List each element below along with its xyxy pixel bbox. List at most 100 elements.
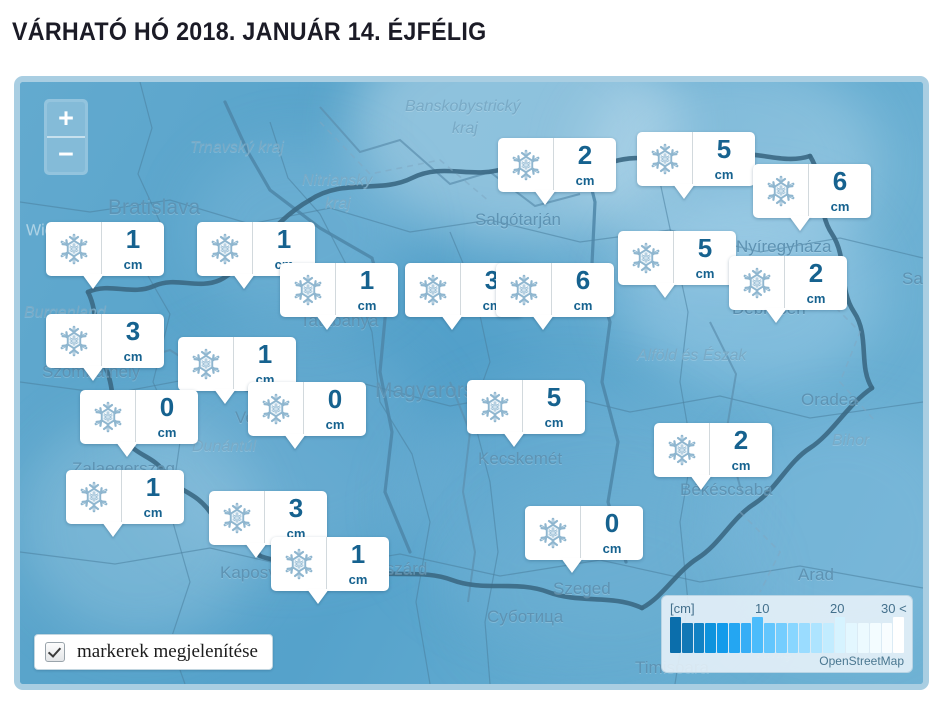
snow-depth-value: 1 bbox=[350, 539, 366, 569]
snow-depth-marker[interactable]: 1 cm bbox=[271, 537, 389, 604]
marker-pointer-tail bbox=[214, 389, 236, 404]
snow-depth-unit: cm bbox=[286, 526, 306, 541]
snow-depth-marker[interactable]: 6 cm bbox=[496, 263, 614, 330]
snowflake-icon bbox=[271, 537, 327, 591]
snow-depth-value-cell: 1 cm bbox=[102, 222, 164, 276]
legend-swatch bbox=[846, 623, 857, 653]
map-attribution[interactable]: OpenStreetMap bbox=[819, 654, 904, 668]
marker-pointer-tail bbox=[673, 184, 695, 199]
show-markers-toggle[interactable]: markerek megjelenítése bbox=[34, 634, 273, 670]
map-container[interactable]: Wien Bratislava Trnavský kraj Banskobystric… bbox=[14, 76, 929, 690]
snow-depth-unit: cm bbox=[123, 349, 143, 364]
snowflake-icon bbox=[280, 263, 336, 317]
snow-depth-value-cell: 0 cm bbox=[304, 382, 366, 436]
snow-depth-value-cell: 6 cm bbox=[552, 263, 614, 317]
legend-swatch bbox=[740, 623, 752, 653]
snow-depth-marker[interactable]: 0 cm bbox=[248, 382, 366, 449]
snow-depth-value-cell: 5 cm bbox=[523, 380, 585, 434]
snow-depth-value: 1 bbox=[276, 224, 292, 254]
snow-depth-unit: cm bbox=[357, 298, 377, 313]
legend-swatch bbox=[893, 617, 904, 653]
snow-depth-value: 5 bbox=[697, 233, 713, 263]
marker-pointer-tail bbox=[690, 475, 712, 490]
legend-swatch bbox=[822, 623, 834, 653]
snowflake-icon bbox=[248, 382, 304, 436]
snow-depth-value: 6 bbox=[575, 265, 591, 295]
snowflake-icon bbox=[66, 470, 122, 524]
legend-tick: 10 bbox=[755, 601, 770, 616]
legend-swatch bbox=[775, 623, 787, 653]
snow-depth-marker[interactable]: 2 cm bbox=[498, 138, 616, 205]
snow-depth-marker[interactable]: 5 cm bbox=[618, 231, 736, 298]
snow-depth-value: 3 bbox=[484, 265, 500, 295]
snow-depth-value: 5 bbox=[716, 134, 732, 164]
marker-pointer-tail bbox=[534, 190, 556, 205]
snowflake-icon bbox=[46, 222, 102, 276]
snowflake-icon bbox=[654, 423, 710, 477]
zoom-control[interactable]: + − bbox=[44, 99, 88, 175]
snowflake-icon bbox=[178, 337, 234, 391]
snow-depth-unit: cm bbox=[830, 199, 850, 214]
snowflake-icon bbox=[46, 314, 102, 368]
snow-depth-marker[interactable]: 2 cm bbox=[654, 423, 772, 490]
snow-depth-value-cell: 5 cm bbox=[693, 132, 755, 186]
snow-depth-marker[interactable]: 0 cm bbox=[525, 506, 643, 573]
snow-depth-marker[interactable]: 0 cm bbox=[80, 390, 198, 457]
snowflake-icon bbox=[753, 164, 809, 218]
marker-pointer-tail bbox=[82, 274, 104, 289]
legend-swatch bbox=[717, 623, 728, 653]
legend-swatch bbox=[869, 623, 881, 653]
snow-depth-unit: cm bbox=[348, 572, 368, 587]
snow-depth-value: 1 bbox=[125, 224, 141, 254]
marker-pointer-tail bbox=[532, 315, 554, 330]
checkbox-icon[interactable] bbox=[45, 642, 65, 662]
snow-depth-value: 2 bbox=[577, 140, 593, 170]
marker-pointer-tail bbox=[316, 315, 338, 330]
legend-swatch bbox=[811, 623, 822, 653]
snow-depth-marker[interactable]: 5 cm bbox=[637, 132, 755, 199]
snow-depth-value-cell: 6 cm bbox=[809, 164, 871, 218]
marker-pointer-tail bbox=[441, 315, 463, 330]
snow-depth-value-cell: 1 cm bbox=[327, 537, 389, 591]
map-canvas[interactable]: Wien Bratislava Trnavský kraj Banskobystric… bbox=[20, 82, 923, 684]
legend-swatch bbox=[881, 623, 893, 653]
snowflake-icon bbox=[525, 506, 581, 560]
legend-swatch bbox=[681, 623, 693, 653]
snow-depth-value: 1 bbox=[257, 339, 273, 369]
marker-pointer-tail bbox=[284, 434, 306, 449]
show-markers-label: markerek megjelenítése bbox=[77, 641, 258, 662]
legend-color-scale bbox=[670, 617, 904, 653]
snowflake-icon bbox=[729, 256, 785, 310]
snow-depth-value: 3 bbox=[288, 493, 304, 523]
marker-pointer-tail bbox=[102, 522, 124, 537]
snow-depth-marker[interactable]: 5 cm bbox=[467, 380, 585, 447]
snow-depth-value-cell: 2 cm bbox=[554, 138, 616, 192]
snow-depth-value-cell: 3 cm bbox=[265, 491, 327, 545]
marker-pointer-tail bbox=[82, 366, 104, 381]
snow-depth-unit: cm bbox=[325, 417, 345, 432]
snow-depth-value: 6 bbox=[832, 166, 848, 196]
marker-pointer-tail bbox=[245, 543, 267, 558]
snow-depth-unit: cm bbox=[806, 291, 826, 306]
snow-depth-value: 0 bbox=[327, 384, 343, 414]
snow-depth-marker[interactable]: 2 cm bbox=[729, 256, 847, 323]
marker-pointer-tail bbox=[765, 308, 787, 323]
snow-depth-marker[interactable]: 6 cm bbox=[753, 164, 871, 231]
marker-pointer-tail bbox=[503, 432, 525, 447]
legend-swatch bbox=[728, 623, 740, 653]
legend-swatch bbox=[764, 623, 775, 653]
snow-depth-marker[interactable]: 3 cm bbox=[46, 314, 164, 381]
zoom-in-button[interactable]: + bbox=[47, 102, 85, 138]
zoom-out-button[interactable]: − bbox=[47, 138, 85, 172]
legend-swatch bbox=[693, 623, 705, 653]
snowflake-icon bbox=[80, 390, 136, 444]
snow-depth-marker[interactable]: 3 cm bbox=[209, 491, 327, 558]
snowflake-icon bbox=[618, 231, 674, 285]
legend-swatch bbox=[670, 617, 681, 653]
legend-panel: [cm] 10 20 30 < OpenStreetMap bbox=[661, 595, 913, 673]
marker-pointer-tail bbox=[116, 442, 138, 457]
